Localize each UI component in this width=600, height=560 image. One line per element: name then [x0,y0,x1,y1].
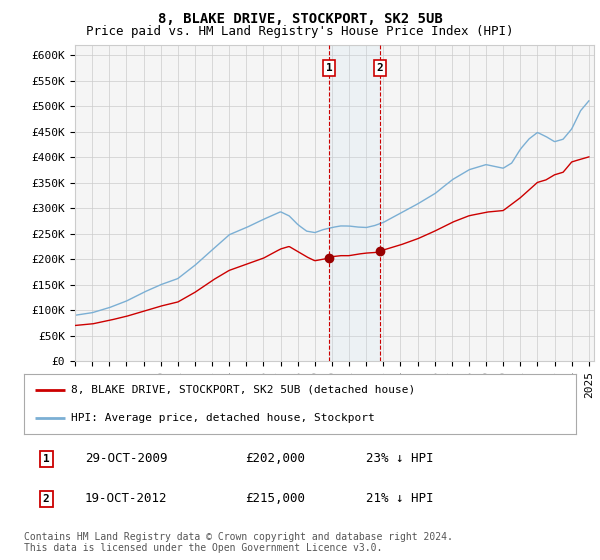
Text: 2: 2 [43,494,49,504]
Text: 1: 1 [43,454,49,464]
Text: 23% ↓ HPI: 23% ↓ HPI [366,452,434,465]
Text: Price paid vs. HM Land Registry's House Price Index (HPI): Price paid vs. HM Land Registry's House … [86,25,514,38]
Text: Contains HM Land Registry data © Crown copyright and database right 2024.
This d: Contains HM Land Registry data © Crown c… [24,531,453,553]
Text: 21% ↓ HPI: 21% ↓ HPI [366,492,434,505]
Text: 29-OCT-2009: 29-OCT-2009 [85,452,167,465]
Text: 19-OCT-2012: 19-OCT-2012 [85,492,167,505]
Text: £215,000: £215,000 [245,492,305,505]
Text: £202,000: £202,000 [245,452,305,465]
Text: 2: 2 [377,63,383,73]
Text: HPI: Average price, detached house, Stockport: HPI: Average price, detached house, Stoc… [71,413,374,423]
Text: 8, BLAKE DRIVE, STOCKPORT, SK2 5UB: 8, BLAKE DRIVE, STOCKPORT, SK2 5UB [158,12,442,26]
Text: 1: 1 [326,63,332,73]
Bar [329,45,380,361]
Text: 8, BLAKE DRIVE, STOCKPORT, SK2 5UB (detached house): 8, BLAKE DRIVE, STOCKPORT, SK2 5UB (deta… [71,385,415,395]
